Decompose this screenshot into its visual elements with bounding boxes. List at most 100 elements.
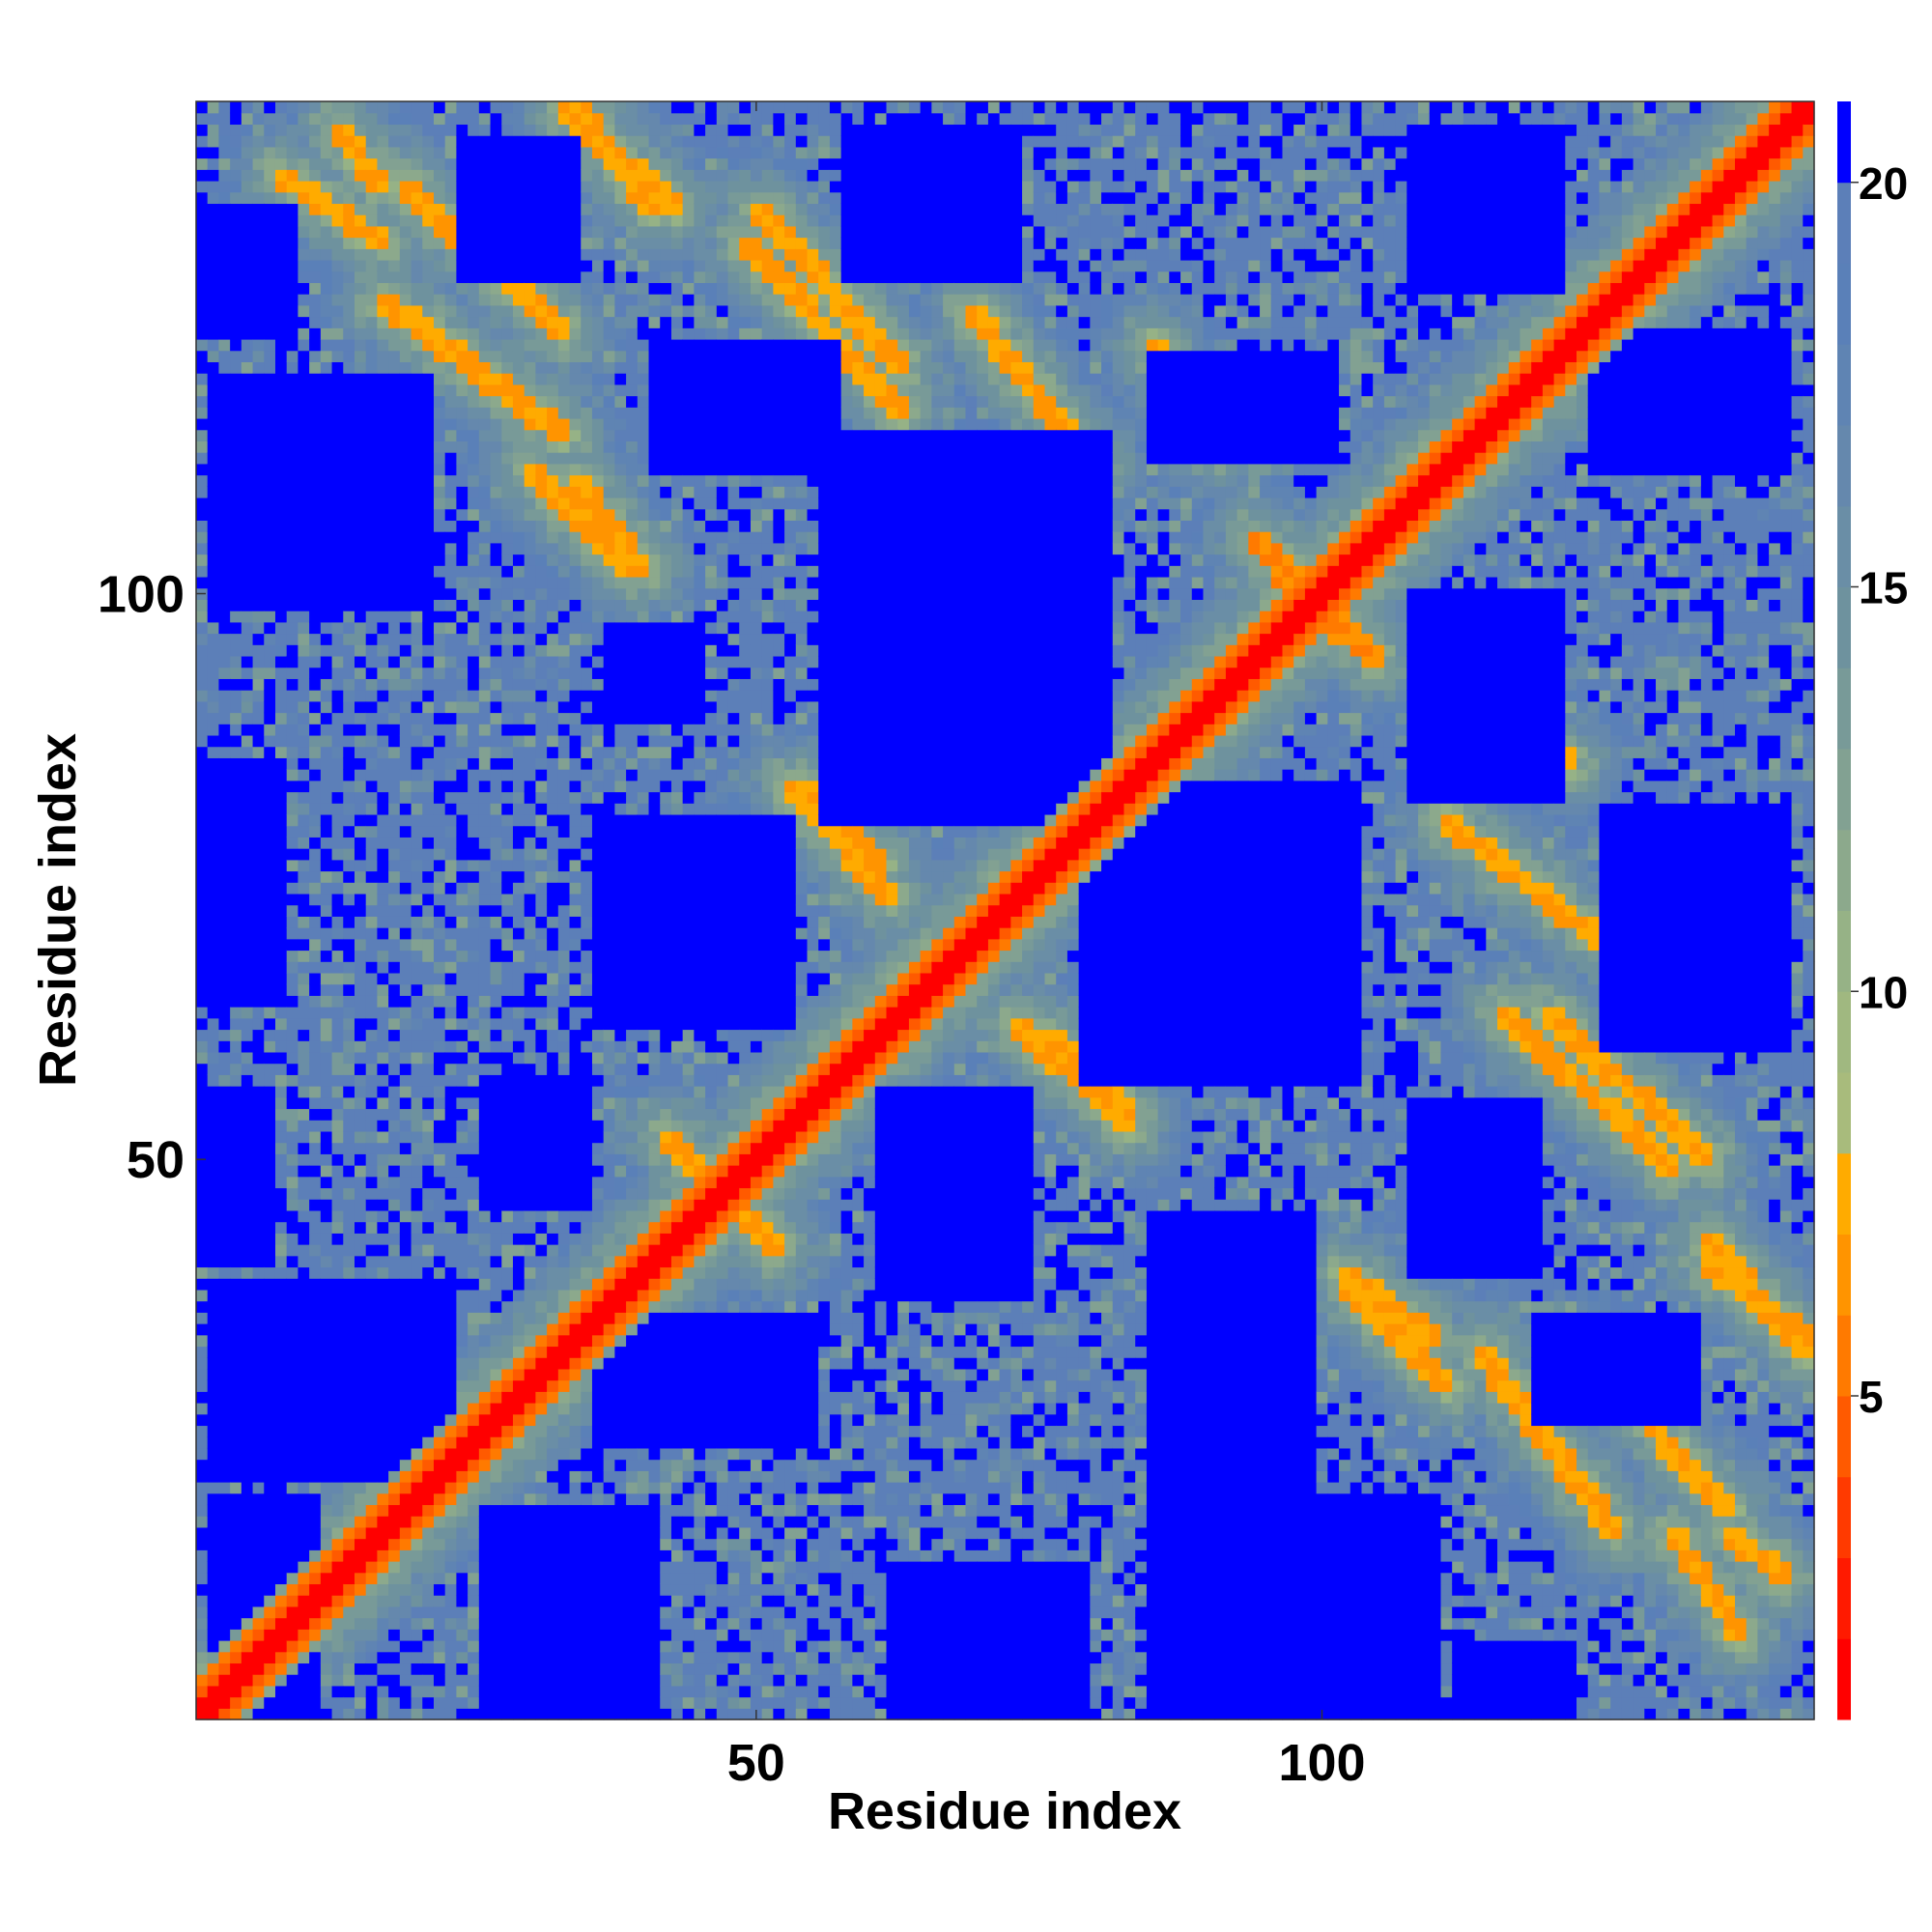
heatmap-cell bbox=[331, 157, 344, 170]
heatmap-cell bbox=[309, 780, 322, 793]
heatmap-cell bbox=[422, 950, 435, 962]
heatmap-cell bbox=[230, 452, 242, 465]
heatmap-cell bbox=[252, 1651, 265, 1664]
heatmap-cell bbox=[298, 599, 310, 611]
heatmap-cell bbox=[230, 1074, 242, 1087]
heatmap-cell bbox=[444, 407, 457, 419]
heatmap-cell bbox=[422, 1459, 435, 1471]
heatmap-cell bbox=[433, 1120, 446, 1132]
heatmap-cell bbox=[298, 384, 310, 397]
heatmap-cell bbox=[468, 531, 480, 544]
heatmap-cell bbox=[490, 542, 502, 555]
heatmap-cell bbox=[411, 904, 423, 917]
heatmap-cell bbox=[388, 225, 401, 239]
heatmap-cell bbox=[196, 1662, 209, 1675]
heatmap-cell bbox=[218, 576, 231, 589]
heatmap-cell bbox=[557, 1165, 571, 1178]
heatmap-cell bbox=[535, 316, 548, 328]
heatmap-cell bbox=[547, 1199, 559, 1211]
heatmap-cell bbox=[490, 338, 502, 352]
heatmap-cell bbox=[365, 1605, 379, 1619]
heatmap-cell bbox=[411, 1595, 423, 1607]
heatmap-cell bbox=[569, 180, 582, 193]
heatmap-cell bbox=[343, 633, 355, 645]
heatmap-cell bbox=[343, 995, 355, 1008]
heatmap-cell bbox=[547, 316, 559, 328]
heatmap-cell bbox=[218, 554, 231, 566]
heatmap-cell bbox=[252, 1289, 265, 1302]
heatmap-cell bbox=[524, 1640, 536, 1653]
heatmap-cell bbox=[411, 1017, 423, 1031]
heatmap-cell bbox=[241, 270, 254, 284]
heatmap-cell bbox=[581, 927, 593, 940]
heatmap-cell bbox=[331, 1436, 344, 1449]
heatmap-cell bbox=[468, 417, 480, 431]
heatmap-cell bbox=[490, 1300, 502, 1313]
heatmap-cell bbox=[411, 1685, 423, 1698]
heatmap-cell bbox=[444, 700, 457, 714]
heatmap-cell bbox=[343, 1209, 355, 1223]
heatmap-cell bbox=[264, 1357, 276, 1370]
heatmap-cell bbox=[320, 1266, 333, 1279]
heatmap-cell bbox=[196, 304, 209, 318]
heatmap-cell bbox=[490, 1605, 502, 1619]
heatmap-cell bbox=[365, 417, 379, 431]
heatmap-cell bbox=[218, 157, 231, 170]
heatmap-cell bbox=[501, 1447, 514, 1461]
heatmap-cell bbox=[444, 1063, 457, 1075]
heatmap-cell bbox=[524, 791, 536, 804]
heatmap-cell bbox=[557, 1436, 571, 1449]
heatmap-cell bbox=[354, 825, 367, 838]
heatmap-cell bbox=[274, 576, 288, 589]
heatmap-cell bbox=[388, 1300, 401, 1313]
heatmap-cell bbox=[320, 803, 333, 815]
heatmap-cell bbox=[354, 882, 367, 895]
heatmap-cell bbox=[286, 338, 299, 352]
heatmap-cell bbox=[456, 1074, 469, 1087]
heatmap-cell bbox=[399, 678, 412, 691]
heatmap-cell bbox=[230, 316, 242, 328]
heatmap-cell bbox=[557, 972, 571, 985]
heatmap-cell bbox=[478, 373, 492, 385]
heatmap-cell bbox=[354, 1096, 367, 1110]
heatmap-cell bbox=[274, 497, 288, 510]
heatmap-cell bbox=[343, 1482, 355, 1494]
heatmap-cell bbox=[354, 1526, 367, 1540]
heatmap-cell bbox=[196, 1674, 209, 1687]
heatmap-cell bbox=[286, 565, 299, 578]
heatmap-cell bbox=[490, 791, 502, 804]
heatmap-cell bbox=[298, 1662, 310, 1675]
heatmap-cell bbox=[444, 1199, 457, 1211]
heatmap-cell bbox=[309, 373, 322, 385]
heatmap-cell bbox=[490, 667, 502, 679]
heatmap-cell bbox=[581, 1436, 593, 1449]
heatmap-cell bbox=[218, 565, 231, 578]
heatmap-cell bbox=[524, 1233, 536, 1245]
heatmap-cell bbox=[444, 338, 457, 352]
heatmap-cell bbox=[309, 1017, 322, 1031]
heatmap-cell bbox=[298, 101, 310, 114]
heatmap-cell bbox=[309, 576, 322, 589]
heatmap-cell bbox=[218, 1447, 231, 1461]
heatmap-cell bbox=[365, 1199, 379, 1211]
heatmap-cell bbox=[298, 565, 310, 578]
heatmap-cell bbox=[524, 463, 536, 476]
heatmap-cell bbox=[433, 916, 446, 928]
heatmap-cell bbox=[501, 690, 514, 702]
heatmap-cell bbox=[512, 1708, 526, 1720]
heatmap-cell bbox=[286, 1086, 299, 1098]
heatmap-cell bbox=[411, 1379, 423, 1392]
heatmap-cell bbox=[241, 1368, 254, 1381]
heatmap-cell bbox=[411, 599, 423, 611]
heatmap-cell bbox=[468, 203, 480, 215]
heatmap-cell bbox=[286, 621, 299, 635]
heatmap-cell bbox=[264, 859, 276, 872]
heatmap-cell bbox=[524, 1040, 536, 1053]
heatmap-cell bbox=[207, 1300, 220, 1313]
heatmap-cell bbox=[343, 1538, 355, 1550]
heatmap-cell bbox=[274, 1651, 288, 1664]
heatmap-cell bbox=[274, 803, 288, 815]
heatmap-cell bbox=[309, 1040, 322, 1053]
heatmap-cell bbox=[388, 927, 401, 940]
heatmap-cell bbox=[456, 1685, 469, 1698]
